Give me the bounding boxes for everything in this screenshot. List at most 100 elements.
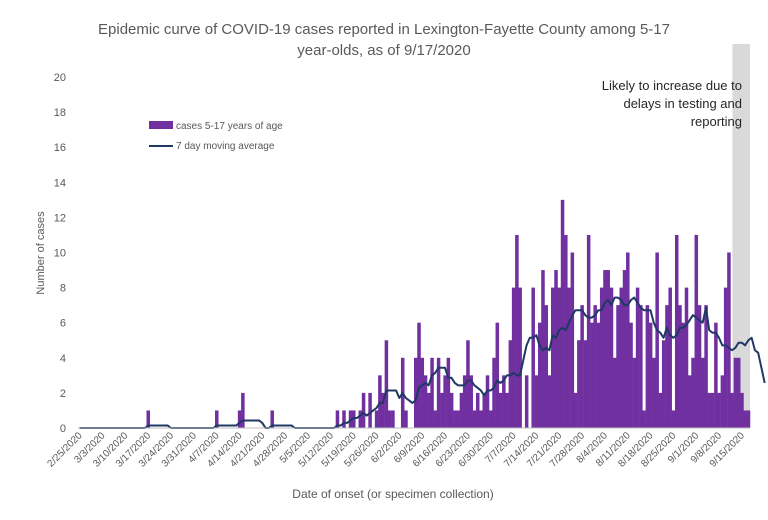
case-bar	[270, 410, 274, 428]
legend-label-cases: cases 5-17 years of age	[176, 121, 283, 132]
case-bar	[557, 287, 562, 428]
case-bar	[427, 392, 431, 428]
y-tick-label: 0	[60, 423, 66, 435]
shaded-region-annotation-line: delays in testing and	[623, 96, 742, 111]
case-bar	[661, 340, 666, 428]
case-bar	[502, 375, 506, 428]
case-bar	[567, 287, 571, 428]
case-bar	[658, 392, 663, 428]
case-bar	[554, 270, 558, 428]
case-bar	[462, 375, 467, 428]
case-bar	[632, 357, 637, 428]
case-bar	[449, 392, 454, 428]
case-bar	[691, 357, 695, 428]
y-tick-label: 6	[60, 318, 66, 330]
case-bar	[537, 322, 542, 428]
case-bar	[704, 305, 708, 428]
case-bar	[547, 375, 552, 428]
case-bar	[551, 287, 555, 428]
case-bar	[580, 305, 584, 428]
shaded-region-annotation-line: Likely to increase due to	[602, 78, 742, 93]
case-bar	[391, 410, 395, 428]
case-bar	[740, 392, 744, 428]
case-bar	[665, 305, 669, 428]
case-bar	[404, 410, 408, 428]
case-bar	[423, 375, 428, 428]
y-axis-label: Number of cases	[35, 211, 47, 295]
case-bar	[456, 410, 460, 428]
case-bar	[466, 340, 470, 428]
case-bar	[511, 287, 516, 428]
case-bar	[629, 322, 633, 428]
case-bar	[577, 340, 581, 428]
case-bar	[603, 270, 607, 428]
case-bar	[668, 287, 672, 428]
case-bar	[599, 287, 604, 428]
case-bar	[479, 410, 483, 428]
case-bar	[635, 287, 640, 428]
y-tick-label: 16	[54, 142, 66, 154]
y-tick-label: 12	[54, 212, 66, 224]
case-bar	[518, 287, 522, 428]
case-bar	[515, 234, 519, 428]
y-tick-label: 20	[54, 72, 66, 84]
case-bar	[453, 410, 457, 428]
legend-label-moving-average: 7 day moving average	[176, 141, 275, 152]
case-bar	[707, 392, 712, 428]
case-bar	[417, 322, 421, 428]
case-bar	[495, 322, 500, 428]
case-bar	[387, 410, 392, 428]
case-bar	[616, 305, 620, 428]
case-bar	[746, 410, 751, 428]
case-bar	[720, 375, 725, 428]
y-tick-label: 14	[54, 177, 66, 189]
case-bar	[573, 392, 578, 428]
case-bar	[723, 287, 728, 428]
case-bar	[583, 340, 588, 428]
case-bar	[639, 305, 643, 428]
case-bar	[645, 305, 650, 428]
case-bar	[384, 340, 389, 428]
case-bar	[684, 287, 689, 428]
case-bar	[730, 392, 734, 428]
case-bar	[593, 305, 597, 428]
case-bar	[237, 410, 242, 428]
case-bar	[215, 410, 219, 428]
case-bar	[361, 392, 366, 428]
case-bar	[342, 410, 346, 428]
chart-title-line: year-olds, as of 9/17/2020	[297, 42, 470, 59]
case-bar	[524, 375, 529, 428]
case-bar	[505, 392, 509, 428]
case-bar	[652, 357, 656, 428]
y-tick-label: 10	[54, 248, 66, 260]
case-bar	[544, 305, 548, 428]
case-bar	[420, 357, 425, 428]
case-bar	[674, 234, 679, 428]
x-axis-label: Date of onset (or specimen collection)	[292, 487, 493, 501]
case-bar	[498, 392, 503, 428]
case-bar	[727, 252, 731, 428]
case-bar	[531, 287, 535, 428]
case-bar	[472, 410, 477, 428]
case-bar	[736, 357, 741, 428]
case-bar	[485, 375, 490, 428]
case-bar	[430, 357, 434, 428]
case-bar	[352, 410, 356, 428]
case-bar	[648, 322, 653, 428]
case-bar	[374, 410, 379, 428]
case-bar	[622, 270, 627, 428]
case-bar	[146, 410, 151, 428]
case-bar	[414, 357, 418, 428]
case-bar	[446, 357, 451, 428]
case-bar	[508, 340, 513, 428]
case-bar	[590, 322, 594, 428]
case-bar	[743, 410, 747, 428]
shaded-region-layer	[732, 44, 750, 428]
case-bar	[335, 410, 340, 428]
case-bar	[671, 410, 676, 428]
case-bar	[717, 392, 721, 428]
case-bar	[381, 392, 385, 428]
